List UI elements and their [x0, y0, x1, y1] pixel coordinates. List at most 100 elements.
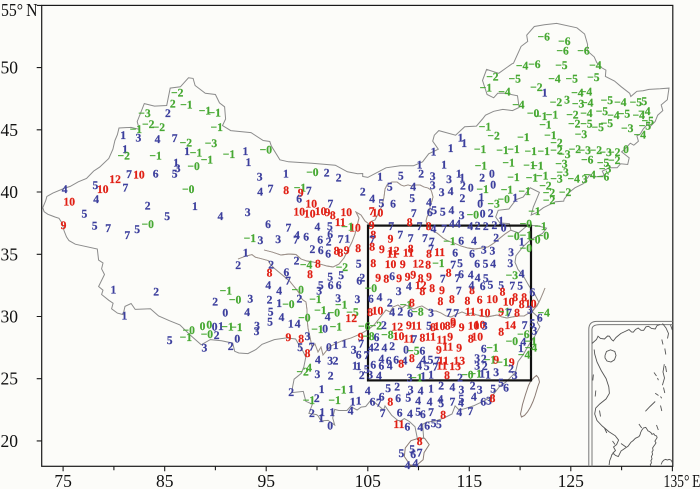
- svg-text:2: 2: [438, 380, 444, 393]
- svg-text:3: 3: [407, 371, 413, 384]
- svg-text:−1: −1: [180, 99, 193, 112]
- svg-text:10: 10: [486, 293, 498, 306]
- svg-text:4: 4: [325, 310, 331, 323]
- svg-text:−1: −1: [330, 321, 343, 334]
- svg-text:−3: −3: [599, 146, 612, 159]
- svg-text:−1: −1: [524, 335, 537, 348]
- svg-text:1: 1: [542, 87, 548, 100]
- svg-text:4: 4: [469, 279, 475, 292]
- svg-text:6: 6: [530, 286, 536, 299]
- svg-text:75: 75: [54, 471, 72, 489]
- svg-text:−6: −6: [558, 35, 571, 48]
- svg-text:−1: −1: [210, 121, 223, 134]
- svg-text:2: 2: [165, 107, 171, 120]
- svg-text:−1: −1: [130, 123, 143, 136]
- svg-text:3: 3: [439, 186, 445, 199]
- svg-text:−6: −6: [537, 30, 550, 43]
- svg-text:4: 4: [410, 181, 416, 194]
- svg-text:4: 4: [456, 406, 462, 419]
- svg-text:8: 8: [440, 409, 446, 422]
- svg-text:−2: −2: [180, 136, 193, 149]
- svg-text:2: 2: [359, 272, 365, 285]
- svg-text:10: 10: [393, 330, 405, 343]
- svg-text:10: 10: [385, 258, 397, 271]
- svg-text:−3: −3: [205, 137, 218, 150]
- svg-text:6: 6: [474, 258, 480, 271]
- svg-text:1: 1: [218, 320, 224, 333]
- svg-text:6: 6: [393, 354, 399, 367]
- svg-text:4: 4: [431, 223, 437, 236]
- svg-text:7: 7: [376, 396, 382, 409]
- svg-text:1: 1: [461, 137, 467, 150]
- svg-text:3: 3: [335, 292, 341, 305]
- svg-text:−2: −2: [486, 70, 499, 83]
- svg-text:7: 7: [369, 205, 375, 218]
- svg-text:−4: −4: [580, 107, 593, 120]
- svg-text:7: 7: [105, 222, 111, 235]
- svg-text:9: 9: [61, 219, 67, 232]
- svg-text:−1: −1: [335, 299, 348, 312]
- svg-text:1: 1: [441, 158, 447, 171]
- svg-text:8: 8: [490, 392, 496, 405]
- svg-text:3: 3: [493, 366, 499, 379]
- svg-text:2: 2: [508, 362, 514, 375]
- svg-text:9: 9: [410, 269, 416, 282]
- svg-text:−1: −1: [546, 108, 559, 121]
- svg-text:6: 6: [458, 268, 464, 281]
- svg-text:−4: −4: [614, 96, 627, 109]
- svg-text:−1: −1: [496, 356, 509, 369]
- svg-text:6: 6: [458, 235, 464, 248]
- svg-text:6: 6: [356, 348, 362, 361]
- svg-text:4: 4: [471, 390, 477, 403]
- svg-text:3: 3: [305, 330, 311, 343]
- svg-text:4: 4: [155, 133, 161, 146]
- svg-text:−1: −1: [334, 383, 347, 396]
- svg-text:8: 8: [425, 259, 431, 272]
- svg-text:3: 3: [202, 342, 208, 355]
- svg-text:7: 7: [380, 407, 386, 420]
- svg-text:40: 40: [1, 182, 19, 202]
- svg-text:−6: −6: [528, 58, 541, 71]
- svg-text:1: 1: [518, 342, 524, 355]
- svg-text:4: 4: [406, 280, 412, 293]
- svg-text:2: 2: [235, 259, 241, 272]
- svg-text:6: 6: [356, 275, 362, 288]
- svg-text:4: 4: [418, 385, 424, 398]
- svg-text:−6: −6: [556, 44, 569, 57]
- svg-text:−0: −0: [506, 335, 519, 348]
- svg-text:9: 9: [400, 258, 406, 271]
- svg-text:0: 0: [234, 332, 240, 345]
- svg-text:9: 9: [344, 244, 350, 257]
- svg-text:−1: −1: [523, 159, 536, 172]
- svg-text:3: 3: [490, 245, 496, 258]
- svg-text:2: 2: [228, 340, 234, 353]
- svg-text:4: 4: [450, 381, 456, 394]
- svg-text:−0: −0: [201, 328, 214, 341]
- svg-text:−2: −2: [530, 81, 543, 94]
- svg-text:−1: −1: [230, 321, 243, 334]
- svg-text:−1: −1: [520, 229, 533, 242]
- svg-text:4: 4: [413, 457, 419, 470]
- svg-text:−1: −1: [475, 160, 488, 173]
- svg-text:5: 5: [438, 397, 444, 410]
- svg-text:7: 7: [509, 280, 515, 293]
- svg-text:−2: −2: [336, 261, 349, 274]
- svg-text:−1: −1: [526, 172, 539, 185]
- svg-text:7: 7: [429, 236, 435, 249]
- svg-text:2: 2: [470, 380, 476, 393]
- svg-text:10: 10: [525, 297, 537, 310]
- svg-text:2: 2: [333, 355, 339, 368]
- svg-text:−4: −4: [580, 86, 593, 99]
- svg-text:7: 7: [126, 168, 132, 181]
- svg-text:8: 8: [514, 306, 520, 319]
- svg-text:−5: −5: [565, 73, 578, 86]
- svg-text:10: 10: [341, 206, 353, 219]
- svg-text:3: 3: [254, 319, 260, 332]
- svg-text:9: 9: [298, 187, 304, 200]
- svg-text:−3: −3: [558, 148, 571, 161]
- svg-text:−1: −1: [484, 353, 497, 366]
- svg-text:−4: −4: [548, 73, 561, 86]
- svg-text:1: 1: [243, 247, 249, 260]
- svg-text:1: 1: [173, 156, 179, 169]
- svg-text:8: 8: [267, 267, 273, 280]
